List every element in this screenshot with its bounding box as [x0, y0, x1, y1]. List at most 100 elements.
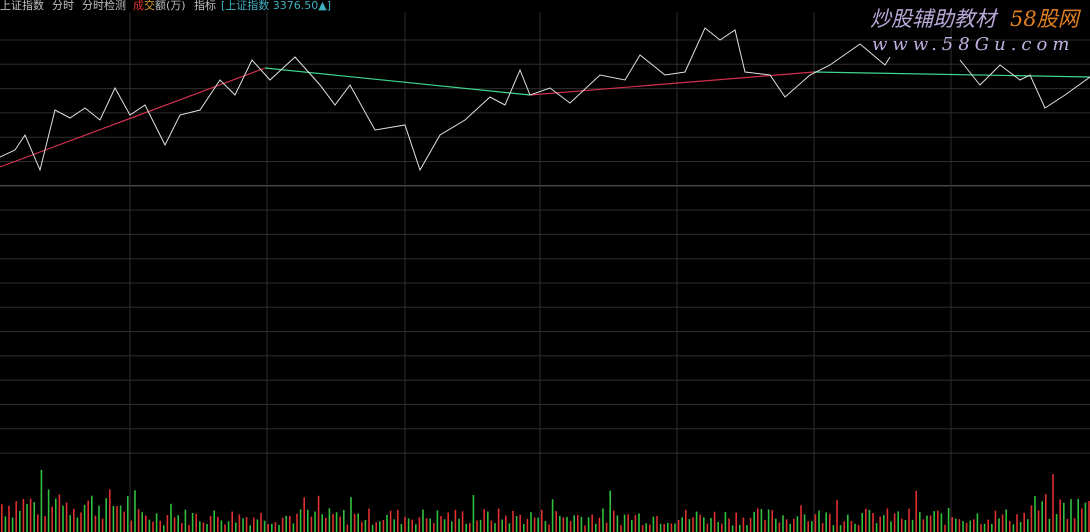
volume-bar [533, 517, 536, 532]
volume-bar [580, 516, 583, 532]
volume-bar [400, 523, 403, 532]
volume-bar [101, 518, 104, 532]
volume-bar [94, 515, 97, 532]
volume-bar [22, 499, 25, 532]
volume-bar [249, 525, 251, 532]
volume-bar [753, 511, 755, 532]
volume-bar [1055, 514, 1058, 532]
volume-bar [1041, 501, 1043, 532]
volume-bar [951, 517, 953, 532]
volume-bar [818, 510, 820, 532]
indicator[interactable]: 交 [144, 0, 155, 12]
volume-bar [310, 516, 313, 532]
volume-bar [659, 523, 662, 532]
volume-bar [605, 522, 608, 532]
volume-bar [65, 502, 68, 532]
volume-bar [325, 517, 327, 532]
volume-bar [137, 509, 140, 532]
volume-bar [879, 516, 881, 532]
volume-bar [861, 513, 863, 532]
volume-bar [159, 520, 161, 532]
volume-bar [721, 523, 723, 532]
volume-bar [332, 513, 334, 532]
volume-bar [1048, 518, 1051, 532]
watermark-brand: 炒股辅助教材 [870, 7, 999, 31]
indicator[interactable]: 指标 [194, 0, 216, 12]
volume-bar [155, 513, 158, 532]
volume-bar [785, 519, 788, 532]
volume-bar [433, 523, 435, 532]
volume-bar [26, 504, 28, 532]
volume-bar [267, 524, 269, 532]
volume-bar [551, 499, 554, 532]
tab[interactable]: 分时 [52, 0, 74, 12]
volume-bar [544, 521, 547, 532]
volume-bar [519, 514, 521, 532]
volume-bar [537, 517, 539, 532]
volume-bar [627, 514, 629, 532]
volume-bar [303, 497, 305, 532]
volume-bar [1009, 521, 1011, 532]
volume-bar [130, 520, 133, 532]
volume-bar [440, 516, 442, 532]
volume-bar [479, 519, 482, 532]
volume-bar [717, 521, 719, 532]
indicator[interactable]: 额(万) [155, 0, 186, 12]
volume-bar [191, 513, 194, 532]
volume-bar [281, 517, 284, 532]
volume-bar [1070, 499, 1072, 532]
volume-bar [969, 520, 971, 532]
volume-bar [591, 514, 593, 532]
volume-bar [937, 510, 939, 532]
volume-bar [667, 522, 669, 532]
volume-bar [681, 517, 683, 532]
volume-bar [105, 498, 107, 532]
volume-bar [829, 513, 831, 532]
volume-bar [436, 510, 439, 532]
volume-bar [238, 514, 241, 532]
volume-bar [1023, 512, 1025, 532]
indicator[interactable]: 成 [133, 0, 144, 12]
volume-bar [299, 509, 302, 532]
volume-bar [854, 523, 856, 532]
volume-bar [994, 510, 997, 532]
volume-bar [181, 523, 183, 532]
volume-bar [490, 520, 493, 532]
volume-bar [872, 513, 874, 532]
volume-bar [245, 517, 248, 532]
volume-bar [897, 511, 899, 532]
volume-bar [1030, 505, 1033, 532]
volume-bar [793, 518, 795, 532]
volume-bar [958, 519, 961, 532]
volume-bar [51, 506, 53, 532]
volume-bar [242, 518, 244, 532]
trend-up [0, 67, 266, 168]
volume-bar [11, 517, 14, 532]
volume-bar [389, 510, 392, 532]
volume-bar [836, 500, 838, 532]
price-line [0, 27, 891, 172]
volume-bar [1001, 514, 1004, 532]
volume-bar [973, 519, 975, 532]
volume-bar [548, 524, 550, 532]
volume-bar [1059, 499, 1061, 532]
volume-bar [411, 519, 413, 532]
symbol[interactable]: 上证指数 [0, 0, 44, 12]
volume-bar [231, 511, 233, 532]
volume-bar [814, 514, 817, 532]
volume-bar [839, 525, 842, 532]
volume-bar [782, 515, 784, 532]
volume-bar [857, 524, 860, 532]
volume-bar [62, 505, 64, 532]
volume-bar [695, 511, 698, 532]
volume-bar [296, 513, 298, 532]
volume-bar [119, 505, 122, 532]
volume-bar [584, 525, 586, 532]
volume-bar [677, 519, 680, 532]
volume-bar [1045, 494, 1047, 532]
volume-bar [789, 523, 791, 532]
tab[interactable]: 分时检测 [82, 0, 126, 12]
volume-bar [843, 521, 845, 532]
volume-bar [555, 511, 557, 532]
